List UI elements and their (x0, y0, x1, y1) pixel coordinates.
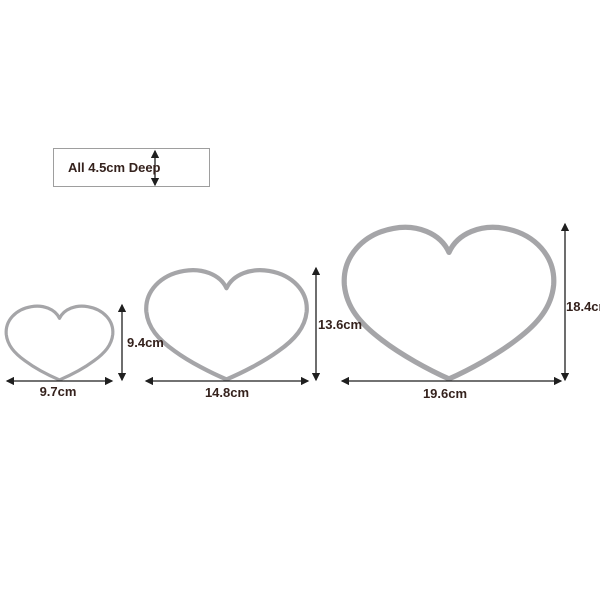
depth-spec-box: All 4.5cm Deep (53, 148, 210, 187)
width-label-medium: 14.8cm (204, 385, 250, 400)
height-label-small: 9.4cm (127, 335, 164, 350)
heart-outline-large (344, 227, 554, 379)
heart-outline-medium (146, 270, 307, 379)
height-label-medium: 13.6cm (318, 317, 363, 332)
heart-outline-small (6, 306, 113, 380)
width-label-large: 19.6cm (422, 386, 468, 401)
height-label-large: 18.4cm (566, 299, 600, 314)
depth-label: All 4.5cm Deep (68, 160, 161, 175)
width-label-small: 9.7cm (39, 384, 77, 399)
